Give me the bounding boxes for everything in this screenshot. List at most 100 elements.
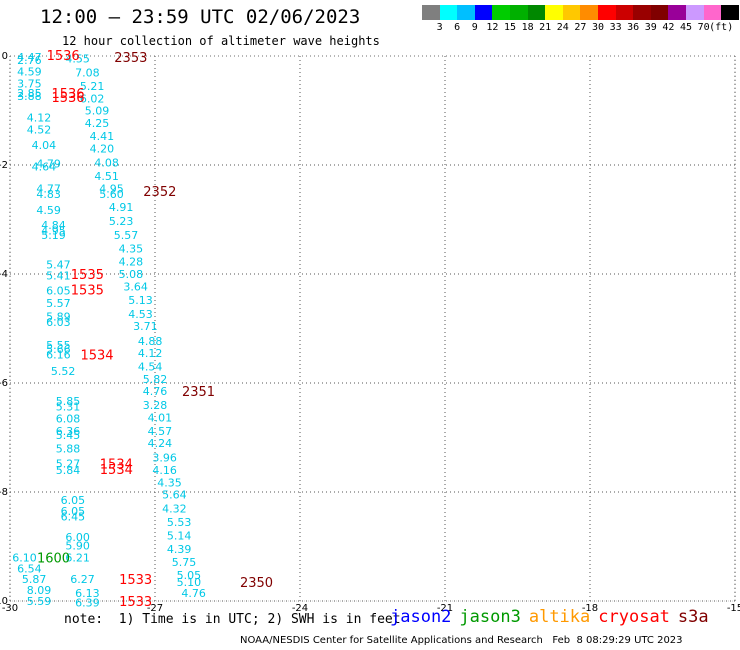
swh-value: 5.14 <box>167 530 192 543</box>
colorbar-swatch <box>562 5 581 20</box>
colorbar-swatch <box>703 5 722 20</box>
swh-value: 4.24 <box>148 437 173 450</box>
pass-time-label: 1536 <box>51 91 84 106</box>
pass-time-label: 1534 <box>100 463 133 478</box>
colorbar-label: 24 <box>556 22 569 33</box>
swh-value: 4.64 <box>32 161 57 174</box>
colorbar-swatch <box>633 5 651 20</box>
swh-value: 4.35 <box>157 477 182 490</box>
swh-value: 4.12 <box>138 347 163 360</box>
swh-value: 4.25 <box>85 117 110 130</box>
swh-value: 3.64 <box>123 281 148 294</box>
colorbar-label: 15 <box>503 22 517 33</box>
swh-value: 5.05 <box>177 569 202 582</box>
credit-line: NOAA/NESDIS Center for Satellite Applica… <box>240 635 683 646</box>
pass-time-label: 2351 <box>182 385 215 400</box>
swh-value: 6.27 <box>70 573 95 586</box>
legend-altika: altika <box>528 607 591 627</box>
colorbar-label: 42 <box>662 22 675 33</box>
x-tick-label: -27 <box>147 603 163 614</box>
swh-value: 6.21 <box>65 551 90 564</box>
swh-value: 5.85 <box>56 395 81 408</box>
colorbar-label: 36 <box>627 22 640 33</box>
swh-value: 5.88 <box>56 442 81 455</box>
swh-value: 5.55 <box>46 339 71 352</box>
colorbar-swatch <box>439 5 458 20</box>
swh-value: 5.57 <box>46 297 71 310</box>
colorbar-label: 33 <box>609 22 622 33</box>
swh-value: 5.90 <box>65 539 90 552</box>
x-tick-label: -30 <box>2 603 18 614</box>
legend-cryosat: cryosat <box>598 607 670 627</box>
swh-value: 2.85 <box>17 87 42 100</box>
swh-value: 6.13 <box>75 587 100 600</box>
swh-value: 6.10 <box>12 551 37 564</box>
swh-value: 4.51 <box>94 170 119 183</box>
colorbar-label: 21 <box>539 22 552 33</box>
swh-value: 4.41 <box>90 130 115 143</box>
swh-value: 4.01 <box>148 411 173 424</box>
pass-time-label: 1600 <box>37 551 70 566</box>
swh-value: 6.45 <box>61 511 86 524</box>
colorbar-swatch <box>580 5 598 20</box>
swh-value: 4.53 <box>128 308 153 321</box>
swh-value: 6.00 <box>65 531 90 544</box>
swh-value: 8.09 <box>27 584 52 597</box>
colorbar-swatch <box>492 5 510 20</box>
swh-value: 5.66 <box>46 343 71 356</box>
x-tick-label: -24 <box>292 603 308 614</box>
pass-time-label: 2352 <box>143 185 176 200</box>
y-tick-label: 0 <box>2 51 8 62</box>
swh-value: 4.55 <box>65 53 90 66</box>
map-title: 12:00 – 23:59 UTC 02/06/2023 <box>40 6 361 28</box>
plot-frame <box>9 55 736 602</box>
swh-value: 5.52 <box>51 365 76 378</box>
swh-value: 4.84 <box>41 219 66 232</box>
swh-value: 5.87 <box>22 573 47 586</box>
swh-value: 6.08 <box>56 412 81 425</box>
swh-value: 4.88 <box>138 335 163 348</box>
swh-value: 4.47 <box>17 51 42 64</box>
wave-height-colorbar <box>422 5 739 20</box>
colorbar-swatch <box>650 5 669 20</box>
colorbar-swatch <box>474 5 493 20</box>
pass-time-label: 1533 <box>119 573 152 588</box>
swh-value: 5.10 <box>177 576 202 589</box>
swh-value: 4.54 <box>138 361 163 374</box>
colorbar-label: 3 <box>436 22 443 33</box>
pass-time-label: 1535 <box>71 283 104 298</box>
grid-lines <box>9 55 736 602</box>
swh-value: 6.05 <box>46 284 71 297</box>
pass-time-label: 2350 <box>240 576 273 591</box>
colorbar-unit: (ft) <box>709 22 734 33</box>
swh-value: 6.02 <box>80 93 105 106</box>
swh-value: 5.27 <box>56 458 81 471</box>
swh-value: 4.16 <box>152 464 177 477</box>
swh-value: 5.45 <box>56 429 81 442</box>
pass-time-labels: 1536 235315361536235215351535153423511534… <box>37 49 273 610</box>
colorbar-swatch <box>721 5 739 20</box>
swh-value: 5.82 <box>143 373 168 386</box>
colorbar-label: 27 <box>574 22 587 33</box>
axis-ticks: -30 -27 -24 -21 -18 -15 0 -2 -4 -6 -8 -10 <box>0 51 740 614</box>
colorbar-label: 9 <box>471 22 478 33</box>
satellite-legend: jason2 jason3 altika cryosat s3a <box>390 607 717 627</box>
swh-value: 5.09 <box>85 105 110 118</box>
swh-value: 4.20 <box>90 143 115 156</box>
pass-time-label: 1533 <box>119 595 152 610</box>
swh-value: 4.59 <box>17 65 42 78</box>
swh-value: 5.84 <box>56 464 81 477</box>
pass-time-label: 1535 <box>71 268 104 283</box>
colorbar-swatch <box>668 5 686 20</box>
swh-value: 6.54 <box>17 562 42 575</box>
colorbar-swatch <box>597 5 616 20</box>
map-subtitle: 12 hour collection of altimeter wave hei… <box>62 34 380 48</box>
swh-value: 6.36 <box>56 425 81 438</box>
swh-value: 5.64 <box>162 489 187 502</box>
legend-jason2: jason2 <box>390 607 452 627</box>
swh-value: 3.71 <box>133 320 158 333</box>
swh-value: 6.05 <box>61 494 86 507</box>
swh-value: 5.41 <box>46 270 71 283</box>
swh-value: 5.08 <box>119 268 144 281</box>
swh-value: 5.23 <box>109 215 134 228</box>
